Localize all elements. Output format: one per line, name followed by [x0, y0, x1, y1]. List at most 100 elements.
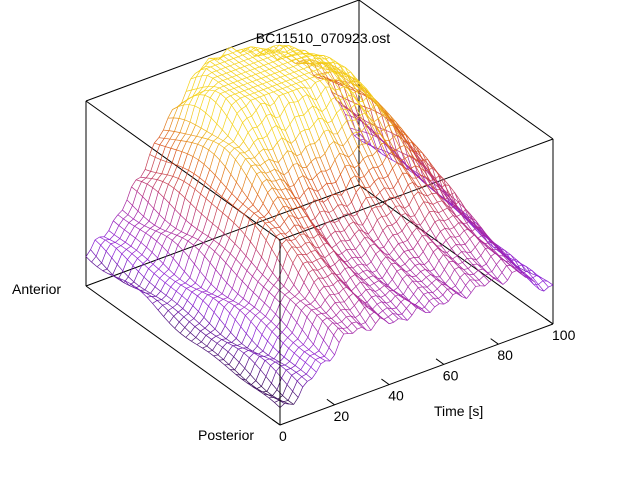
mesh-segment — [179, 193, 185, 198]
mesh-segment — [320, 291, 326, 300]
mesh-segment — [324, 340, 330, 348]
mesh-segment — [350, 306, 355, 311]
mesh-segment — [290, 299, 296, 304]
mesh-segment — [191, 225, 197, 229]
mesh-segment — [217, 197, 222, 209]
mesh-segment — [345, 166, 351, 179]
mesh-segment — [222, 116, 227, 130]
mesh-segment — [312, 324, 318, 332]
mesh-segment — [280, 76, 285, 78]
mesh-segment — [152, 241, 157, 252]
mesh-segment — [254, 138, 259, 142]
mesh-segment — [211, 175, 216, 187]
mesh-segment — [403, 242, 409, 250]
mesh-segment — [244, 61, 250, 65]
mesh-segment — [263, 58, 268, 60]
mesh-segment — [178, 178, 184, 181]
mesh-segment — [340, 166, 345, 174]
mesh-segment — [335, 259, 340, 264]
mesh-segment — [208, 352, 214, 356]
mesh-segment — [449, 262, 455, 270]
mesh-segment — [317, 171, 322, 175]
mesh-segment — [333, 281, 338, 285]
mesh-segment — [450, 227, 455, 229]
mesh-segment — [174, 178, 179, 188]
mesh-segment — [197, 342, 202, 345]
mesh-segment — [255, 99, 261, 104]
mesh-segment — [246, 70, 251, 72]
mesh-segment — [358, 144, 363, 146]
mesh-segment — [354, 222, 360, 230]
mesh-segment — [238, 348, 243, 349]
mesh-segment — [331, 231, 336, 235]
mesh-segment — [221, 98, 226, 108]
mesh-segment — [214, 302, 219, 312]
mesh-segment — [296, 83, 302, 87]
mesh-segment — [379, 247, 384, 248]
mesh-segment — [264, 94, 269, 96]
mesh-segment — [121, 242, 126, 245]
mesh-segment — [225, 153, 230, 167]
mesh-segment — [195, 324, 200, 327]
mesh-segment — [194, 264, 200, 271]
mesh-segment — [352, 323, 358, 329]
mesh-segment — [243, 55, 249, 59]
mesh-segment — [212, 339, 218, 343]
mesh-segment — [491, 253, 496, 256]
mesh-segment — [132, 250, 137, 253]
mesh-segment — [131, 238, 136, 246]
mesh-segment — [397, 271, 403, 279]
mesh-segment — [416, 271, 421, 276]
mesh-segment — [243, 123, 249, 133]
mesh-segment — [219, 86, 224, 88]
mesh-segment — [450, 278, 456, 286]
mesh-segment — [235, 153, 240, 160]
mesh-segment — [301, 370, 307, 374]
mesh-segment — [280, 222, 285, 228]
mesh-segment — [268, 86, 273, 88]
mesh-segment — [300, 352, 305, 358]
mesh-segment — [381, 295, 386, 297]
mesh-segment — [312, 372, 317, 379]
mesh-segment — [284, 286, 290, 292]
mesh-segment — [455, 277, 460, 285]
mesh-segment — [405, 259, 410, 264]
mesh-segment — [230, 94, 235, 96]
mesh-segment — [312, 175, 317, 180]
mesh-segment — [184, 272, 190, 278]
mesh-segment — [369, 171, 375, 182]
mesh-segment — [192, 237, 198, 240]
mesh-segment — [129, 223, 135, 227]
mesh-segment — [249, 65, 255, 69]
mesh-segment — [332, 113, 337, 121]
mesh-segment — [242, 281, 248, 287]
mesh-segment — [325, 348, 330, 357]
mesh-segment — [362, 205, 368, 217]
mesh-segment — [242, 271, 247, 282]
mesh-segment — [198, 311, 204, 317]
mesh-segment — [259, 65, 264, 67]
mesh-segment — [308, 110, 314, 124]
mesh-segment — [233, 205, 239, 209]
mesh-segment — [255, 97, 260, 99]
mesh-segment — [479, 276, 484, 280]
mesh-segment — [188, 143, 193, 154]
mesh-segment — [171, 228, 176, 233]
mesh-segment — [221, 181, 227, 187]
mesh-segment — [232, 342, 238, 345]
mesh-segment — [246, 375, 251, 381]
mesh-segment — [433, 252, 439, 261]
mesh-segment — [267, 82, 273, 86]
mesh-segment — [396, 308, 402, 314]
mesh-segment — [166, 295, 172, 299]
mesh-segment — [220, 307, 225, 319]
mesh-segment — [342, 249, 347, 253]
mesh-segment — [306, 144, 311, 147]
mesh-segment — [396, 215, 401, 221]
mesh-segment — [298, 217, 303, 218]
mesh-segment — [429, 298, 434, 301]
mesh-segment — [345, 241, 351, 249]
mesh-segment — [388, 176, 394, 188]
mesh-segment — [262, 326, 267, 335]
